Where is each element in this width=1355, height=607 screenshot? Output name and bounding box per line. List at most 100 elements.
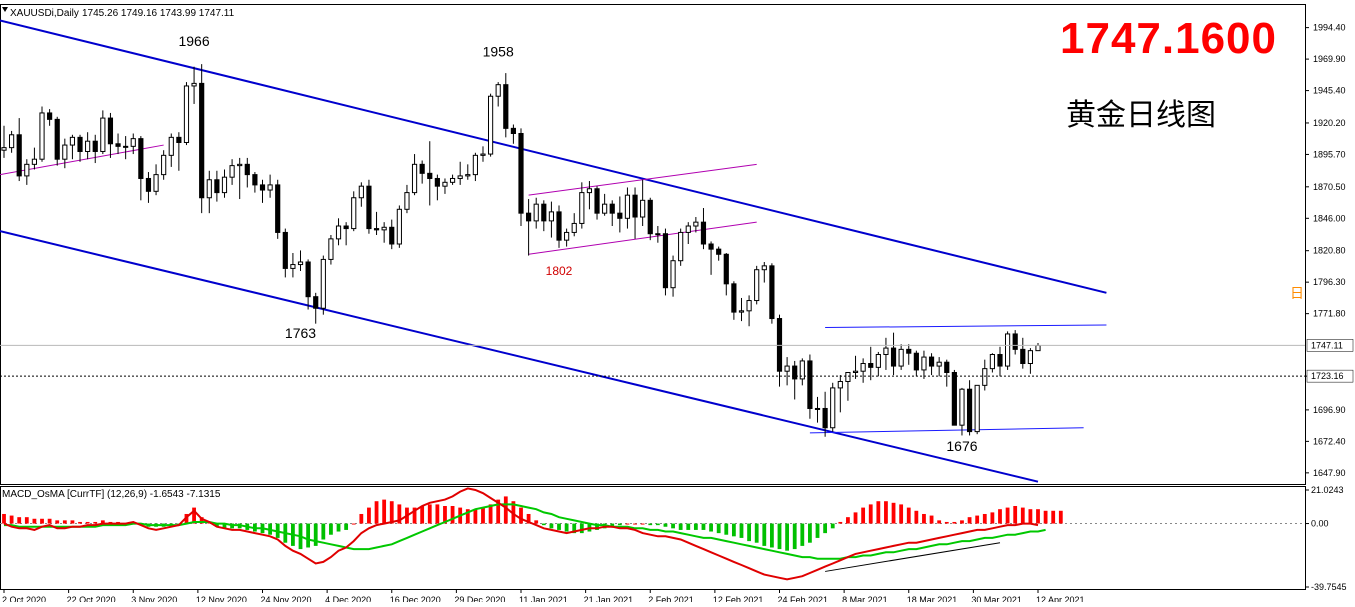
macd-hist-bar (823, 523, 828, 534)
macd-hist-bar (891, 502, 896, 524)
macd-hist-bar (488, 504, 493, 524)
candles (1, 64, 1041, 437)
candle-body (480, 153, 486, 156)
candle-body (579, 192, 585, 224)
candle (9, 130, 15, 153)
price-tick-label: 1771.80 (1313, 309, 1346, 319)
price-tick-label: 1920.20 (1313, 118, 1346, 128)
candle-body (830, 387, 836, 429)
macd-hist-bar (929, 515, 934, 524)
macd-hist-bar (800, 523, 805, 546)
candle (92, 134, 98, 164)
candle (191, 66, 197, 104)
candle (526, 199, 532, 256)
candle (1027, 348, 1033, 374)
macd-hist-bar (868, 504, 873, 524)
candle (906, 344, 912, 365)
candle-body (335, 225, 342, 240)
candle (411, 154, 418, 196)
candle-body (168, 136, 174, 156)
macd-hist-bar (633, 523, 637, 525)
macd-hist-bar (967, 517, 972, 524)
candle-body (1027, 350, 1033, 365)
macd-label: MACD_OsMA [CurrTF] (12,26,9) -1.6543 -7.… (2, 489, 221, 500)
candle-body (746, 300, 752, 312)
candle (662, 228, 669, 296)
candle (617, 196, 623, 233)
candle-body (510, 127, 516, 134)
macd-hist-bar (184, 513, 189, 524)
macd-hist-bar (853, 512, 858, 524)
candle (39, 106, 45, 162)
candle-body (434, 177, 440, 187)
macd-hist-bar (344, 523, 349, 530)
candle (852, 355, 859, 379)
macd-hist-bar (534, 520, 539, 524)
macd-hist-bar (473, 509, 478, 524)
macd-hist-bar (937, 520, 942, 524)
candle (503, 73, 509, 138)
price-annotation: 1676 (946, 438, 977, 454)
price-tick-label: 1796.30 (1313, 277, 1346, 287)
date-tick-label: 18 Mar 2021 (907, 595, 958, 602)
macd-hist-bar (222, 523, 227, 529)
candle-body (191, 82, 197, 87)
macd-hist-bar (496, 499, 501, 524)
candle (761, 261, 767, 283)
macd-hist-bar (876, 501, 881, 524)
candle (966, 380, 973, 436)
candle (358, 182, 364, 207)
candle (419, 160, 425, 184)
candle (145, 172, 152, 203)
macd-hist-bar (693, 523, 698, 530)
macd-hist-bar (450, 505, 455, 524)
macd-hist-bar (792, 523, 797, 550)
candle-body (69, 136, 76, 146)
candle (335, 218, 342, 246)
candle-body (320, 258, 326, 309)
candle-body (837, 380, 843, 389)
candle (647, 197, 653, 241)
candle-body (457, 175, 463, 179)
candle (343, 222, 349, 246)
date-tick-label: 8 Mar 2021 (842, 595, 888, 602)
chart-title-text: 黄金日线图 (1066, 98, 1216, 133)
macd-hist-bar (427, 504, 432, 524)
candle (951, 369, 957, 426)
date-tick-label: 29 Dec 2020 (454, 595, 505, 602)
candle-body (381, 226, 387, 231)
macd-hist-bar (100, 520, 105, 524)
macd-hist-bar (808, 523, 812, 543)
candle-body (548, 211, 555, 222)
macd-hist-bar (754, 523, 759, 543)
macd-hist-bar (655, 523, 660, 526)
candle-body (161, 154, 167, 176)
candle-body (761, 265, 767, 271)
date-tick-label: 22 Oct 2020 (67, 595, 116, 602)
candle-body (982, 368, 988, 386)
symbol-label: XAUUSDi,Daily (10, 8, 79, 19)
candle (754, 265, 760, 305)
macd-hist-bar (724, 523, 729, 535)
macd-hist-bar (420, 505, 425, 524)
candle-body (693, 221, 699, 227)
candle (921, 350, 927, 379)
candle (252, 172, 258, 193)
candle-body (898, 348, 904, 367)
range-bottom-line (809, 427, 1084, 434)
macd-hist-bar (899, 504, 904, 524)
candle (594, 186, 600, 220)
macd-hist-bar (861, 507, 866, 524)
candle-body (282, 231, 288, 269)
macd-pane (0, 486, 1306, 590)
macd-hist-bar (1013, 505, 1018, 524)
candle-body (678, 231, 684, 262)
candle-body (708, 243, 714, 250)
candle-body (107, 117, 114, 145)
candle-body (123, 145, 129, 148)
macd-hist-bar (716, 523, 721, 534)
macd-divergence-line (825, 542, 1001, 572)
price-tick-label: 1895.70 (1313, 149, 1346, 159)
candle-body (951, 371, 957, 426)
